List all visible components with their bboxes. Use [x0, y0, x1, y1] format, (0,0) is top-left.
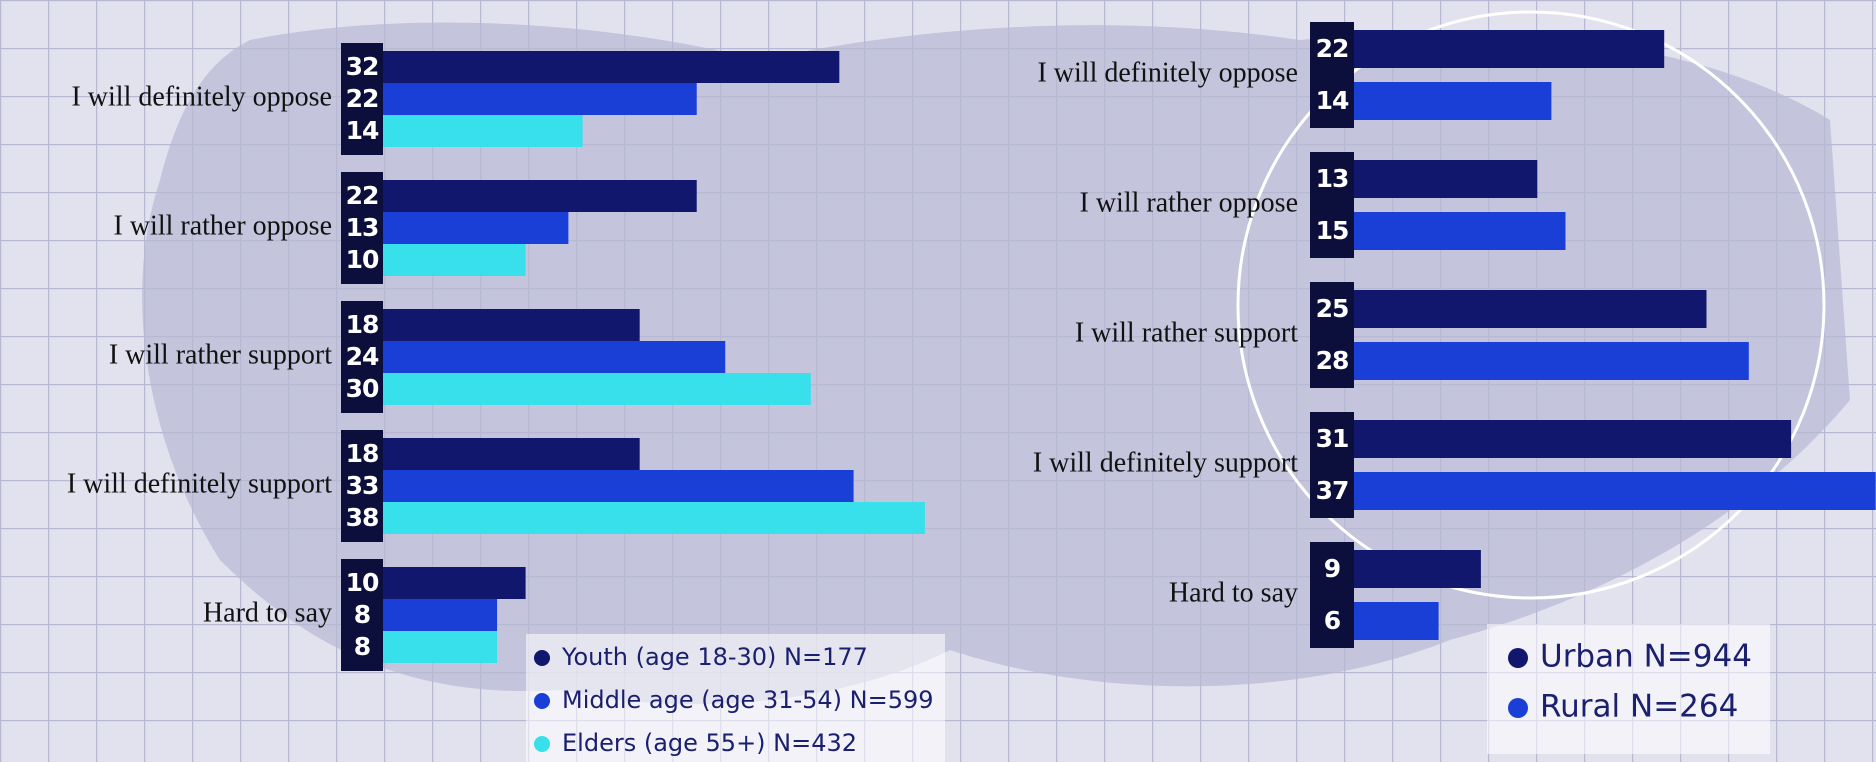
legend-label: Elders (age 55+) N=432 — [562, 729, 857, 757]
category-label: I will rather support — [1075, 317, 1298, 348]
legend-box — [1487, 624, 1770, 754]
value-label: 8 — [354, 600, 370, 629]
legend-label: Middle age (age 31-54) N=599 — [562, 686, 934, 714]
bar — [383, 180, 697, 212]
legend-label: Rural N=264 — [1540, 689, 1738, 725]
value-label: 8 — [354, 632, 370, 661]
value-box — [1310, 22, 1354, 128]
bar — [1354, 550, 1481, 588]
value-label: 22 — [1316, 34, 1349, 63]
bar — [383, 309, 640, 341]
category-label: I will definitely oppose — [1037, 57, 1298, 88]
bar — [1354, 82, 1552, 120]
legend-label: Youth (age 18-30) N=177 — [561, 643, 868, 671]
value-label: 28 — [1316, 346, 1349, 375]
bar — [383, 212, 569, 244]
value-box — [1310, 152, 1354, 258]
value-box — [1310, 542, 1354, 648]
bar — [383, 502, 925, 534]
value-label: 15 — [1316, 216, 1349, 245]
value-label: 31 — [1316, 424, 1349, 453]
value-label: 30 — [346, 374, 379, 403]
value-box — [341, 559, 383, 671]
legend-marker — [1508, 648, 1528, 668]
value-label: 10 — [346, 245, 379, 274]
value-label: 9 — [1324, 554, 1340, 583]
value-label: 32 — [346, 52, 379, 81]
value-box — [341, 430, 383, 542]
value-label: 33 — [346, 471, 379, 500]
value-label: 22 — [346, 181, 379, 210]
bar — [383, 438, 640, 470]
value-box — [341, 172, 383, 284]
value-box — [1310, 412, 1354, 518]
category-label: I will definitely support — [67, 468, 332, 499]
bar — [383, 599, 498, 631]
legend-label: Urban N=944 — [1540, 639, 1752, 675]
bar — [383, 244, 526, 276]
bar — [383, 341, 726, 373]
category-label: Hard to say — [1169, 577, 1298, 608]
value-label: 18 — [346, 310, 379, 339]
value-label: 22 — [346, 84, 379, 113]
legend-marker — [534, 736, 550, 752]
bar — [1354, 290, 1707, 328]
value-label: 14 — [1316, 86, 1349, 115]
bar — [383, 83, 697, 115]
bar — [1354, 420, 1792, 458]
bar — [1354, 472, 1876, 510]
legend-marker — [1508, 698, 1528, 718]
category-label: I will definitely oppose — [71, 81, 332, 112]
legend-marker — [534, 650, 550, 666]
value-label: 25 — [1316, 294, 1349, 323]
bar — [383, 373, 811, 405]
bar — [383, 631, 498, 663]
value-label: 38 — [346, 503, 379, 532]
value-label: 6 — [1324, 606, 1341, 635]
value-box — [341, 301, 383, 413]
bar — [383, 470, 854, 502]
legend-box — [526, 634, 945, 762]
legend-marker — [534, 693, 550, 709]
bar — [383, 51, 840, 83]
bar — [1354, 160, 1538, 198]
bar — [1354, 342, 1749, 380]
category-label: I will definitely support — [1033, 447, 1298, 478]
bar — [1354, 212, 1566, 250]
value-label: 18 — [346, 439, 379, 468]
value-box — [1310, 282, 1354, 388]
value-label: 37 — [1316, 476, 1349, 505]
value-label: 13 — [1316, 164, 1349, 193]
bar — [1354, 602, 1439, 640]
value-label: 10 — [346, 568, 379, 597]
category-label: I will rather support — [109, 339, 332, 370]
value-label: 13 — [346, 213, 379, 242]
category-label: I will rather oppose — [114, 210, 333, 241]
category-label: Hard to say — [203, 597, 332, 628]
value-label: 24 — [346, 342, 379, 371]
value-box — [341, 43, 383, 155]
bar — [383, 115, 583, 147]
bar — [1354, 30, 1665, 68]
bar — [383, 567, 526, 599]
dove-emblem — [1236, 10, 1826, 600]
value-label: 14 — [346, 116, 379, 145]
category-label: I will rather oppose — [1080, 187, 1299, 218]
